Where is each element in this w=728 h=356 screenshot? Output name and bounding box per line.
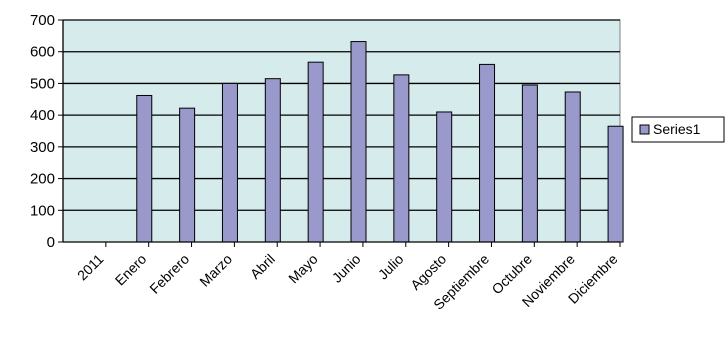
- bar-octubre: [521, 84, 538, 243]
- y-tick-label: 500: [30, 75, 55, 92]
- bar-septiembre: [479, 63, 496, 243]
- legend: Series1: [631, 116, 725, 143]
- y-tick-label: 400: [30, 107, 55, 124]
- x-tick-label: 2011: [74, 251, 107, 284]
- y-tick-label: 100: [30, 202, 55, 219]
- x-tick-label: Enero: [112, 251, 150, 289]
- bar-marzo: [221, 82, 238, 243]
- bar-mayo: [307, 61, 324, 243]
- bar-enero: [136, 94, 153, 243]
- bar-agosto: [436, 111, 453, 243]
- legend-label: Series1: [653, 121, 701, 137]
- x-tick-label: Junio: [329, 251, 364, 286]
- bar-junio: [350, 41, 367, 243]
- y-tick-label: 300: [30, 139, 55, 156]
- x-tick-label: Julio: [375, 251, 407, 283]
- x-tick-label: Agosto: [407, 251, 449, 293]
- x-tick-label: Mayo: [285, 251, 321, 287]
- axes: [58, 19, 621, 247]
- y-tick-label: 700: [30, 12, 55, 29]
- bars: [136, 41, 624, 243]
- bar-febrero: [179, 107, 196, 243]
- x-tick-label: Febrero: [146, 251, 192, 297]
- bar-diciembre: [607, 125, 624, 243]
- bar-noviembre: [564, 91, 581, 243]
- x-tick-label: Abril: [247, 251, 278, 282]
- y-tick-labels: 0 100 200 300 400 500 600 700: [30, 12, 55, 251]
- legend-swatch: [639, 124, 650, 135]
- x-tick-label: Marzo: [196, 251, 235, 290]
- bar-julio: [393, 74, 410, 243]
- y-tick-label: 600: [30, 44, 55, 61]
- y-tick-label: 200: [30, 171, 55, 188]
- y-tick-label: 0: [47, 234, 55, 251]
- bar-abril: [264, 78, 281, 243]
